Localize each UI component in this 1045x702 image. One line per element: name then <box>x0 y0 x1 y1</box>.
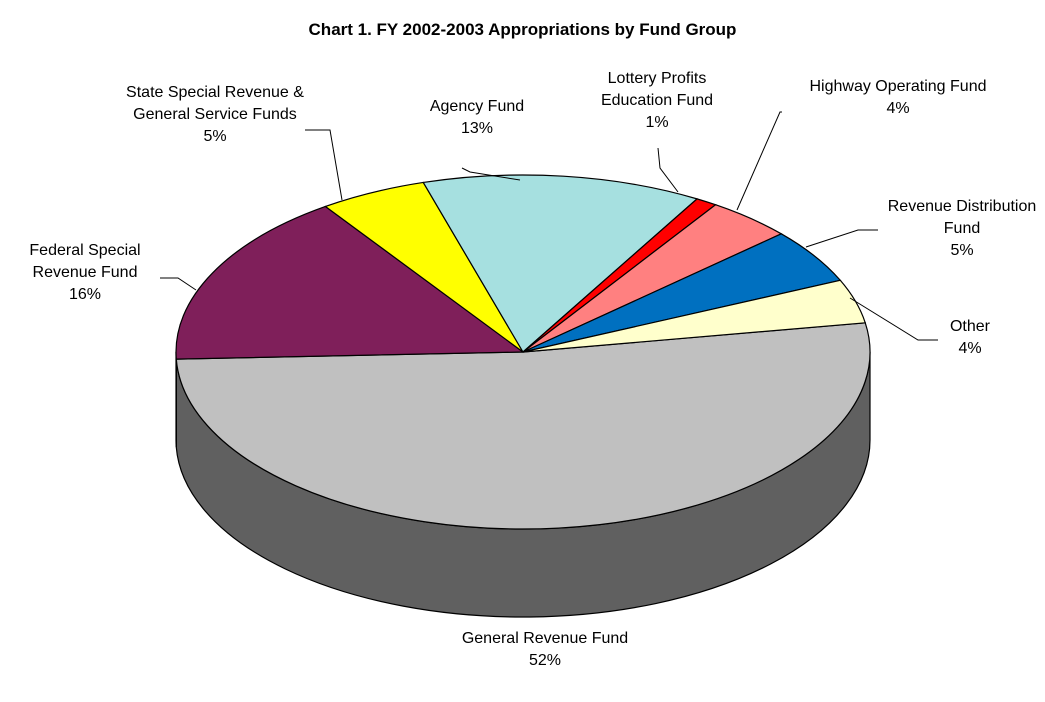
slice <box>175 322 871 530</box>
leader-line <box>849 297 938 341</box>
value-label: 52% <box>528 652 562 669</box>
pie-tops <box>175 174 871 530</box>
category-label: State Special Revenue & General Service … <box>126 84 304 123</box>
value-label: 5% <box>203 128 227 145</box>
data-label: Lottery Profits Education Fund 1% <box>577 68 737 134</box>
value-label: 5% <box>950 242 974 259</box>
data-label: Revenue Distribution Fund 5% <box>877 196 1045 262</box>
leader-line <box>657 147 679 193</box>
leader-line <box>160 277 197 291</box>
slice <box>422 174 699 353</box>
data-label: State Special Revenue & General Service … <box>115 82 315 148</box>
data-label: Other 4% <box>930 316 1010 360</box>
value-label: 1% <box>645 114 669 131</box>
leader-line <box>305 129 343 201</box>
slice <box>175 205 525 360</box>
data-label: Federal Special Revenue Fund 16% <box>0 240 170 306</box>
category-label: Revenue Distribution Fund <box>887 198 1037 237</box>
leader-line <box>736 111 782 211</box>
category-label: Other <box>949 318 990 335</box>
leader-line <box>805 229 878 248</box>
value-label: 4% <box>958 340 982 357</box>
data-label: General Revenue Fund 52% <box>445 628 645 672</box>
data-label: Highway Operating Fund 4% <box>798 76 998 120</box>
category-label: Highway Operating Fund <box>809 78 987 95</box>
category-label: Lottery Profits Education Fund <box>600 70 714 109</box>
value-label: 4% <box>886 100 910 117</box>
value-label: 13% <box>460 120 494 137</box>
value-label: 16% <box>68 286 102 303</box>
category-label: General Revenue Fund <box>461 630 629 647</box>
category-label: Federal Special Revenue Fund <box>29 242 141 281</box>
chart-title: Chart 1. FY 2002-2003 Appropriations by … <box>308 20 737 39</box>
data-label: Agency Fund 13% <box>407 96 547 140</box>
category-label: Agency Fund <box>429 98 525 115</box>
leader-line <box>461 167 521 181</box>
